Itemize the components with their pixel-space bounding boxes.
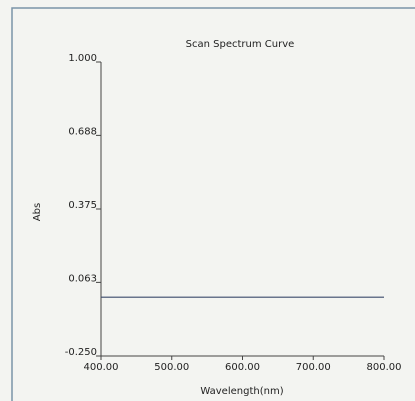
y-tick-label: 0.375 (68, 200, 97, 211)
frame (11, 7, 415, 401)
y-axis-label: Abs (32, 203, 43, 221)
y-tick-label: 0.063 (68, 273, 97, 284)
x-axis-label: Wavelength(nm) (200, 386, 283, 397)
x-tick-label: 600.00 (225, 362, 260, 373)
x-tick-label: 500.00 (154, 362, 189, 373)
chart-title: Scan Spectrum Curve (186, 39, 295, 50)
x-tick-label: 400.00 (84, 362, 119, 373)
y-tick-label: -0.250 (65, 347, 97, 358)
y-tick-label: 0.688 (68, 126, 97, 137)
x-tick-label: 800.00 (367, 362, 402, 373)
y-tick-label: 1.000 (68, 53, 97, 64)
x-tick-label: 700.00 (296, 362, 331, 373)
